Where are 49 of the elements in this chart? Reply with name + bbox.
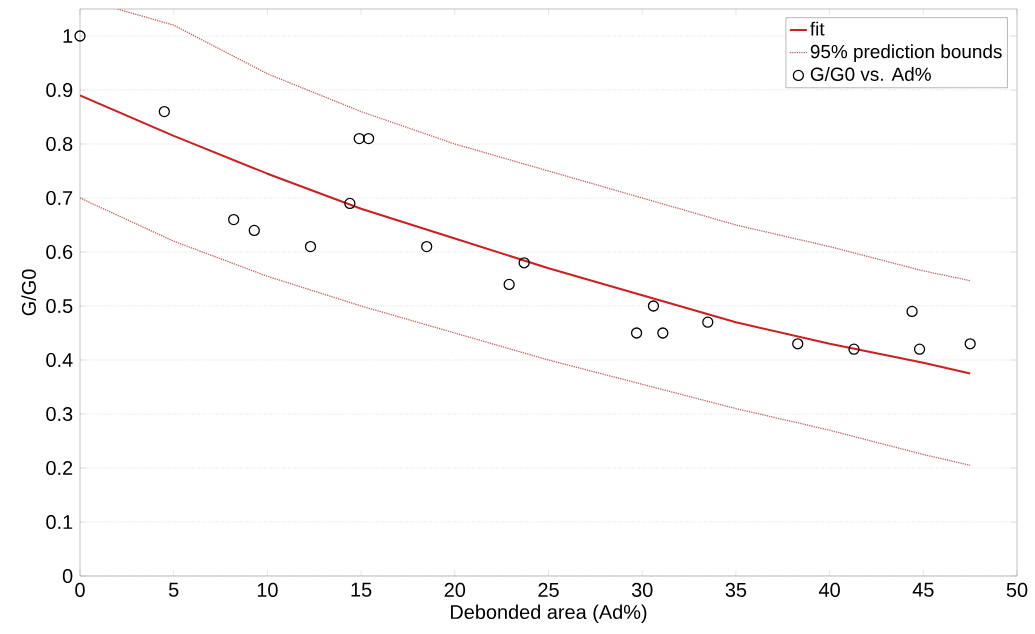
point: [74, 30, 86, 42]
x-tick-label: 5: [168, 582, 179, 597]
x-tick-label: 45: [912, 582, 934, 597]
y-tick-label: 0.7: [46, 190, 73, 206]
point: [647, 300, 660, 312]
y-tick-label: 0.9: [46, 82, 73, 98]
point: [906, 305, 918, 318]
point: [248, 224, 260, 237]
x-tick-label: 25: [538, 582, 559, 597]
point: [964, 338, 976, 350]
point: [503, 278, 515, 291]
point: [702, 316, 714, 328]
point: [657, 327, 669, 339]
y-tick-label: 1: [63, 29, 73, 43]
x-tick-label: 35: [725, 582, 747, 597]
legend-label: G/G0 vs. Ad%: [810, 67, 931, 81]
point: [792, 338, 804, 350]
x-tick-label: 20: [444, 582, 466, 597]
line-series: [80, 94, 972, 375]
point: [304, 240, 317, 253]
line-series: [80, 197, 971, 466]
x-axis-title: Debonded area (Ad%): [451, 604, 647, 623]
point: [630, 327, 643, 339]
x-tick-label: 50: [1006, 582, 1028, 597]
y-axis-title: G/G0: [21, 269, 36, 316]
point: [228, 213, 240, 226]
y-tick-label: 0.6: [46, 244, 73, 260]
point: [353, 132, 365, 145]
point: [913, 343, 926, 355]
y-tick-label: 0.3: [46, 406, 73, 422]
x-tick-label: 40: [818, 582, 840, 597]
x-tick-label: 10: [257, 582, 278, 597]
x-tick-label: 0: [75, 582, 85, 597]
point: [421, 240, 433, 253]
y-tick-label: 0.4: [46, 352, 73, 368]
point: [158, 105, 170, 118]
y-tick-label: 0.8: [46, 136, 73, 152]
point: [848, 343, 860, 355]
legend-label: 95% prediction bounds: [810, 44, 1002, 63]
point: [518, 257, 530, 269]
x-tick-label: 30: [631, 582, 653, 597]
y-tick-label: 0: [62, 568, 73, 584]
point: [344, 197, 356, 210]
y-tick-label: 0.2: [46, 460, 73, 476]
point: [362, 132, 375, 145]
y-tick-label: 0.5: [46, 298, 73, 314]
y-tick-label: 0.1: [46, 514, 73, 530]
legend-label: fit: [810, 21, 825, 36]
x-tick-label: 15: [351, 582, 372, 597]
